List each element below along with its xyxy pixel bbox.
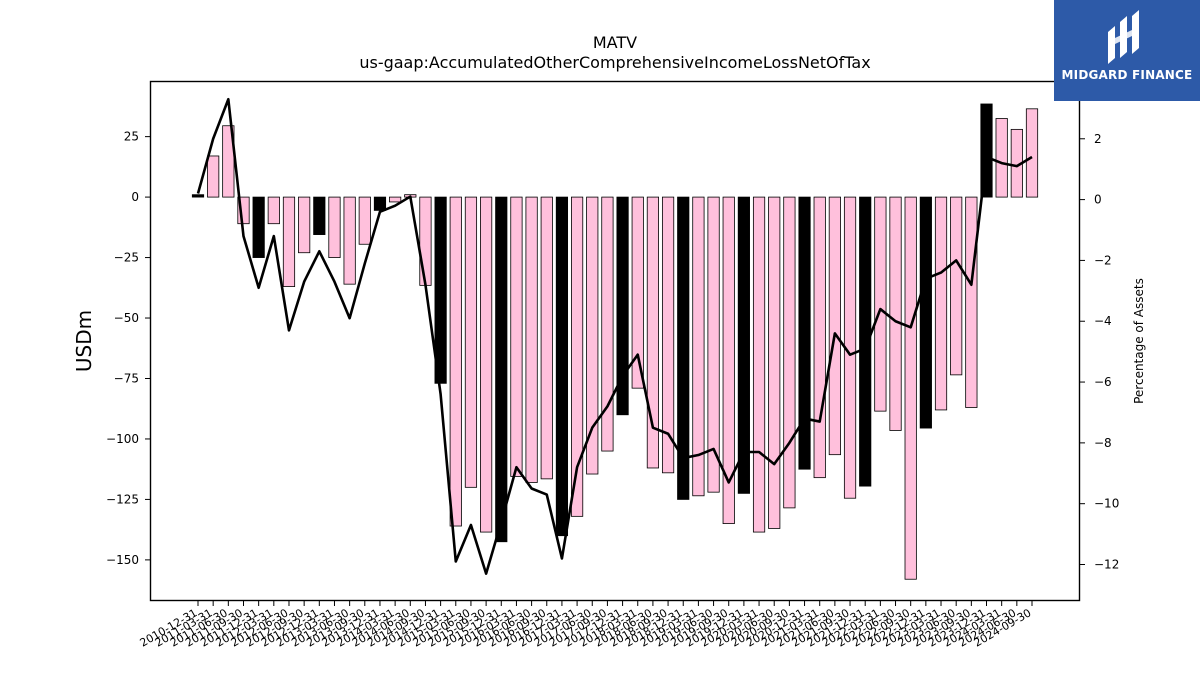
bar [889,196,902,431]
bar [343,196,356,285]
bar [783,196,796,509]
bar [298,196,311,254]
plot-frame [149,80,1081,602]
y2-tick-label: −8 [1094,436,1112,450]
bar [419,196,432,286]
bar [328,196,341,258]
y2-tick-label: 0 [1094,193,1102,207]
bar [389,196,402,203]
bar [874,196,887,412]
brand-logo: MIDGARD FINANCE [1054,0,1200,101]
y2-tick-label: −10 [1094,497,1119,511]
bar [464,196,478,488]
bar [798,196,811,470]
bar [980,103,993,198]
y-axis-left: 25 0 −25 −50 −75 −100 −125 −150 [106,130,150,567]
bar [707,196,720,493]
bar [919,196,932,429]
y2-tick-label: −12 [1094,558,1119,572]
bar [555,196,569,537]
y2-tick-label: −2 [1094,253,1112,267]
bar [586,196,599,475]
bar [934,196,948,411]
bar [282,196,296,287]
percentage-line [196,97,1033,575]
bar [859,196,872,487]
bars-group [191,103,1039,580]
bar [965,196,978,408]
brand-name: MIDGARD FINANCE [1061,68,1193,82]
y-axis-label: USDm [72,310,96,372]
y2-tick-label: −4 [1094,314,1112,328]
bar [646,196,659,469]
x-axis: 2010-12-312011-03-312011-06-302011-09-30… [138,601,1034,650]
y-tick-label: −50 [114,311,139,325]
bar [434,196,447,384]
y2-axis-label: Percentage of Assets [1132,278,1146,404]
bar [904,196,917,580]
bar [995,118,1008,198]
bar [752,196,766,533]
bar [768,196,781,529]
bar [813,196,826,479]
y2-tick-label: −6 [1094,375,1112,389]
y-tick-label: −125 [106,492,139,506]
bar [722,196,735,525]
y-tick-label: −150 [106,553,139,567]
midgard-logo-icon [1108,10,1139,64]
bar [510,196,523,477]
bar [525,196,538,483]
bar [207,155,220,198]
y-axis-right: 2 0 −2 −4 −6 −8 −10 −12 [1080,132,1119,572]
bar [540,196,553,480]
bar [267,196,280,225]
bar [252,196,265,258]
bar [358,196,371,245]
bar [449,196,462,527]
y-tick-label: −75 [114,371,139,385]
bar [601,196,614,452]
line-group [196,97,1033,575]
bar [313,196,326,235]
y-tick-label: 0 [131,190,139,204]
y2-tick-label: 2 [1094,132,1102,146]
bar [677,196,690,500]
bar [495,196,508,543]
y-tick-label: −100 [106,432,139,446]
y-tick-label: 25 [124,130,139,144]
bar [950,196,963,376]
bar [191,194,205,198]
bar [692,196,705,497]
bar [480,196,493,533]
bar [828,196,841,456]
bar [237,196,250,225]
bar [616,196,629,416]
bar [661,196,675,474]
chart-subtitle: us-gaap:AccumulatedOtherComprehensiveInc… [359,53,870,72]
bar [571,196,584,517]
y-tick-label: −25 [114,251,139,265]
bar [737,196,750,494]
chart-title: MATV [593,33,637,52]
bar [631,196,644,389]
bar [373,196,387,211]
bar [1025,108,1039,198]
